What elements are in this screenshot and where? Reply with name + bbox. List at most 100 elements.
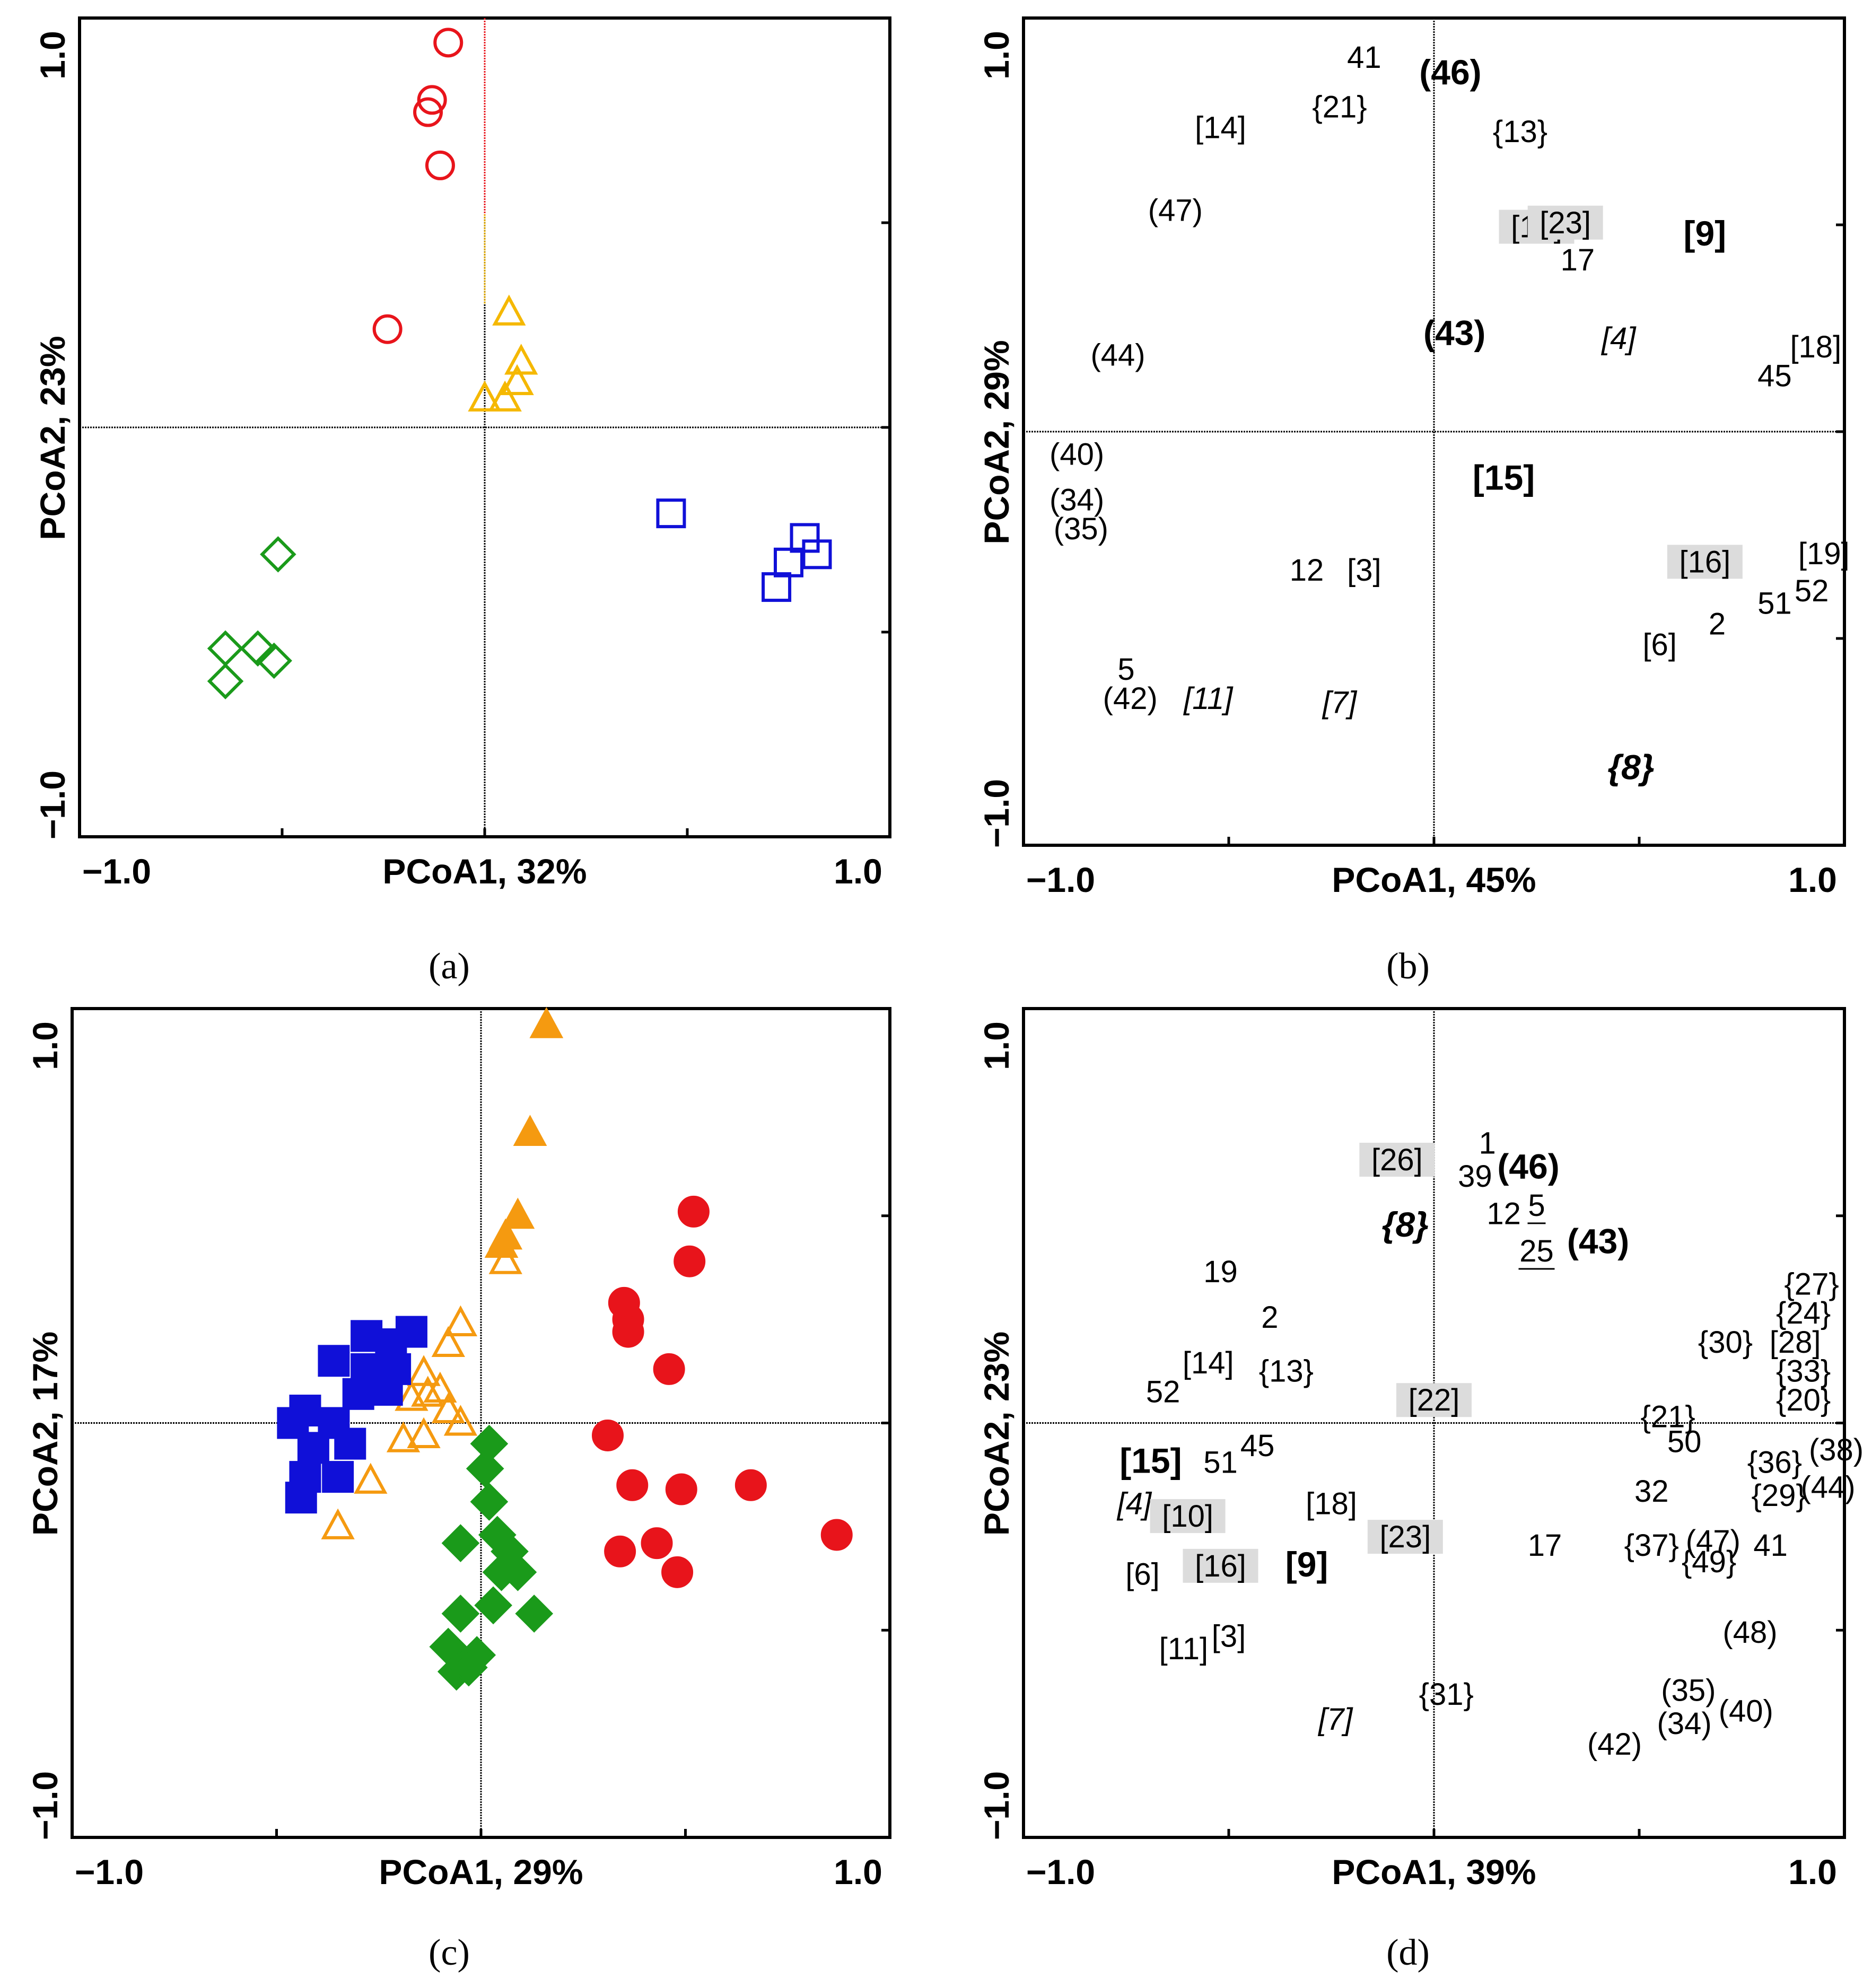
point-label: 32 <box>1634 1474 1669 1509</box>
y-tick-label-min: −1.0 <box>33 770 72 839</box>
panel-b: −1.0 1.0 −1.0 1.0 PCoA1, 45% PCoA2, 29% 41 (46)… <box>977 16 1850 899</box>
x-tick-label-max: 1.0 <box>1788 1852 1837 1891</box>
point-label: (46) <box>1419 52 1481 92</box>
point-label: {30} <box>1698 1325 1753 1360</box>
point-label: 41 <box>1347 40 1381 75</box>
orange-filled-triangle-marker <box>529 1007 564 1038</box>
point-label: [11] <box>1183 681 1234 716</box>
point-label: (34) <box>1049 483 1104 517</box>
point-label: 50 <box>1667 1424 1702 1459</box>
label-highlight <box>1183 1548 1258 1583</box>
point-label: (46) <box>1497 1147 1559 1186</box>
y-tick-label-max: 1.0 <box>25 1021 65 1070</box>
orange-open-triangle-marker <box>407 1417 441 1448</box>
point-label: [6] <box>1642 627 1677 662</box>
blue-square-marker <box>762 572 792 602</box>
red-circle-marker <box>433 28 463 58</box>
orange-open-triangle-marker <box>411 1376 445 1407</box>
point-label: [9] <box>1285 1545 1328 1584</box>
point-label: [22] <box>1409 1383 1460 1417</box>
green-diamond-marker <box>466 1449 504 1488</box>
label-highlight <box>1367 1520 1443 1554</box>
point-label: [14] <box>1183 1346 1234 1380</box>
yellow-triangle-marker <box>500 364 534 396</box>
orange-open-triangle-marker <box>395 1380 428 1411</box>
orange-open-triangle-marker <box>407 1355 441 1386</box>
point-label: (48) <box>1722 1615 1777 1650</box>
x-axis-label: PCoA1, 32% <box>382 852 587 891</box>
orange-open-triangle-marker <box>488 1243 522 1274</box>
green-diamond-marker <box>450 1648 488 1687</box>
yellow-triangle-marker <box>504 344 538 375</box>
point-label: 45 <box>1757 358 1792 393</box>
label-highlight <box>1396 1383 1472 1417</box>
point-label: 52 <box>1146 1375 1180 1409</box>
x-tick-label-min: −1.0 <box>1026 860 1095 899</box>
green-diamond-marker <box>515 1595 554 1633</box>
panel-c: −1.0 1.0 −1.0 1.0 PCoA1, 29% PCoA2, 17% <box>25 1007 891 1891</box>
y-tick-label-max: 1.0 <box>977 1021 1016 1070</box>
blue-square-marker <box>334 1427 366 1460</box>
green-diamond-marker <box>239 630 276 667</box>
label-highlight <box>1150 1499 1226 1534</box>
y-axis-label: PCoA2, 17% <box>25 1332 65 1536</box>
x-tick-label-min: −1.0 <box>82 852 151 891</box>
point-label: 5 <box>1117 652 1134 687</box>
point-label: 19 <box>1203 1255 1238 1289</box>
yellow-triangle-marker <box>468 380 502 411</box>
point-label: {13} <box>1259 1354 1314 1389</box>
blue-square-marker <box>322 1461 354 1493</box>
y-axis-label: PCoA2, 23% <box>33 336 72 540</box>
point-label: [4] <box>1116 1487 1152 1521</box>
point-label: {31} <box>1419 1677 1474 1712</box>
red-circle-marker <box>641 1527 673 1560</box>
caption-c: (c) <box>428 1932 470 1973</box>
green-diamond-marker <box>207 663 244 699</box>
point-label: (38) <box>1809 1433 1863 1467</box>
blue-square-marker <box>802 539 832 570</box>
point-label: 2 <box>1261 1300 1278 1335</box>
x-axis-label: PCoA1, 29% <box>379 1852 583 1891</box>
label-highlight <box>1527 205 1603 240</box>
point-label: 12 <box>1486 1197 1521 1231</box>
orange-open-triangle-marker <box>423 1371 457 1403</box>
point-label: 25 <box>1519 1234 1554 1268</box>
point-label: 5 <box>1528 1188 1545 1223</box>
blue-square-marker <box>774 547 803 577</box>
label-highlight <box>1359 1142 1435 1177</box>
blue-square-marker <box>342 1378 374 1410</box>
green-diamond-marker <box>260 536 296 573</box>
point-label: 12 <box>1290 553 1324 588</box>
red-circle-marker <box>417 85 447 115</box>
point-label: {21} <box>1641 1400 1695 1434</box>
point-label: [3] <box>1212 1619 1246 1654</box>
red-circle-marker <box>661 1556 694 1588</box>
point-label: [6] <box>1125 1557 1160 1591</box>
point-label: (47) <box>1148 193 1203 227</box>
caption-b: (b) <box>1386 946 1430 987</box>
point-label: [19] <box>1798 537 1850 571</box>
point-label: {8} <box>1607 747 1654 786</box>
green-diamond-marker <box>256 642 292 679</box>
point-label: 2 <box>1709 607 1726 641</box>
point-label: {27} <box>1784 1267 1839 1301</box>
red-circle-marker <box>674 1245 706 1277</box>
x-tick-label-max: 1.0 <box>834 1852 882 1891</box>
point-label: [18] <box>1306 1487 1357 1521</box>
point-label: (47) <box>1686 1524 1740 1558</box>
point-label: (34) <box>1657 1706 1712 1741</box>
red-circle-marker <box>592 1419 624 1451</box>
orange-open-triangle-marker <box>443 1305 478 1336</box>
orange-open-triangle-marker <box>431 1326 465 1358</box>
point-label: {8} <box>1382 1205 1429 1244</box>
blue-square-marker <box>351 1320 383 1352</box>
red-circle-marker <box>612 1316 644 1348</box>
orange-filled-triangle-marker <box>501 1197 535 1229</box>
caption-d: (d) <box>1386 1932 1430 1973</box>
point-label: (35) <box>1661 1673 1716 1707</box>
red-circle-marker <box>604 1535 636 1567</box>
point-label: [23] <box>1540 206 1591 240</box>
green-diamond-marker <box>498 1553 537 1591</box>
red-circle-marker <box>734 1469 767 1501</box>
